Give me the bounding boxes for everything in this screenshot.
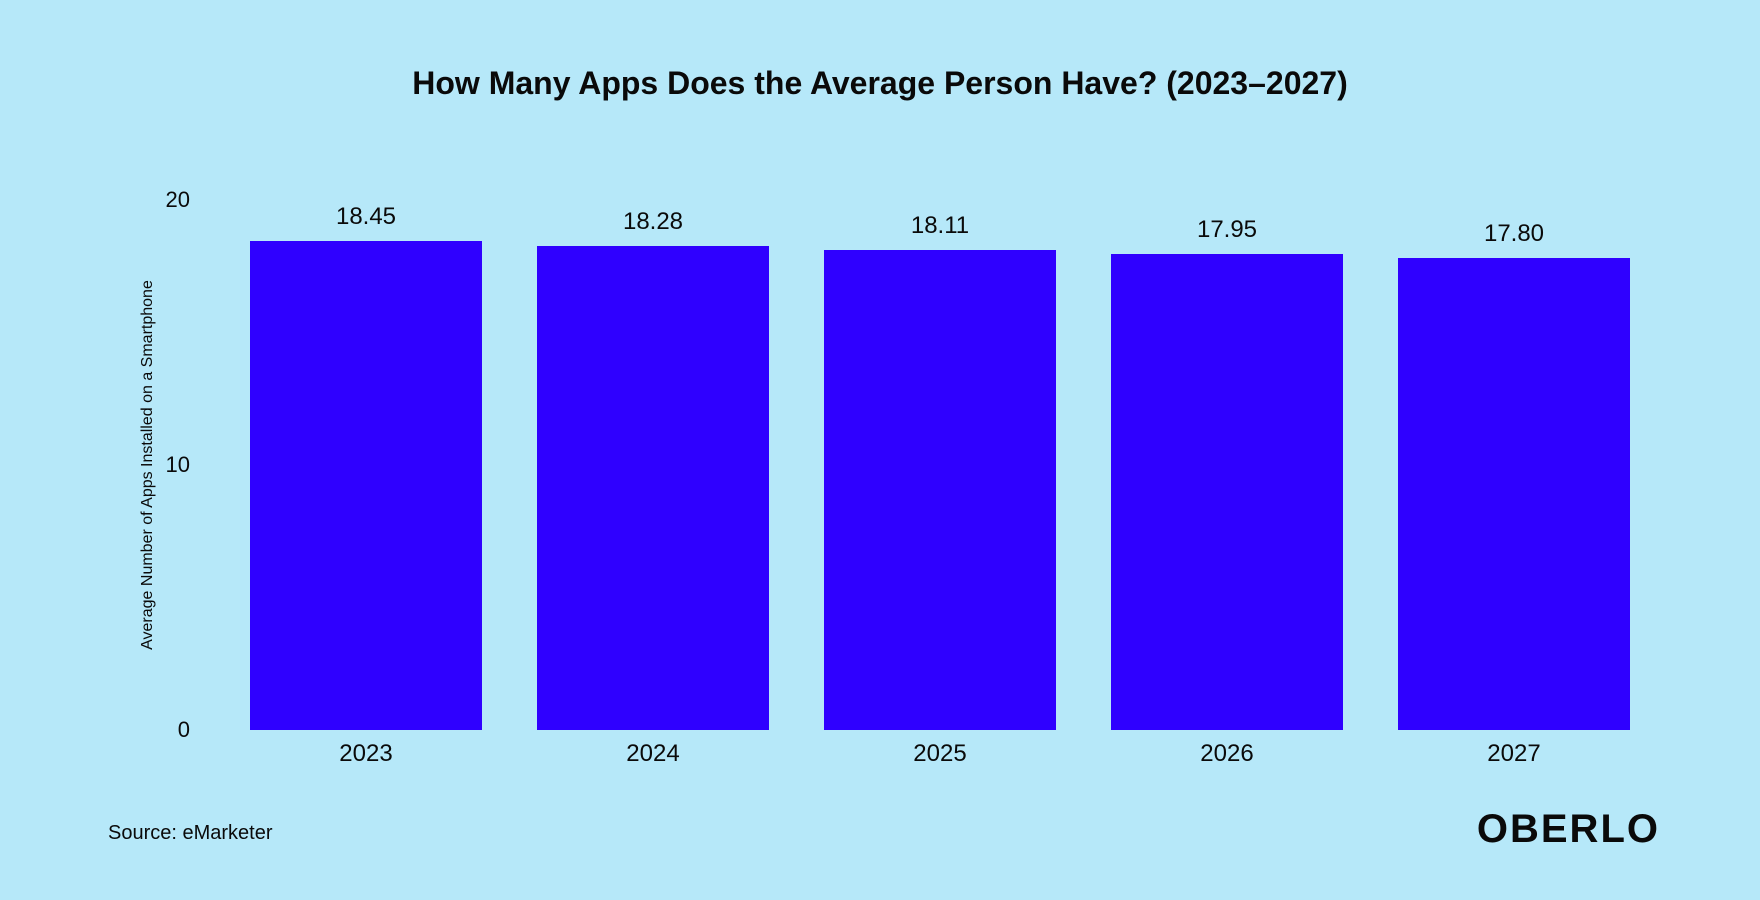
bar-group: 18.11 — [824, 212, 1056, 730]
bar-value-label: 18.28 — [623, 208, 683, 236]
bar-value-label: 18.45 — [336, 203, 396, 231]
x-axis-label: 2026 — [1111, 740, 1343, 768]
y-tick-10: 10 — [166, 452, 190, 478]
x-axis-label: 2023 — [250, 740, 482, 768]
chart-container: How Many Apps Does the Average Person Ha… — [0, 0, 1760, 900]
plot-area: 18.45 18.28 18.11 17.95 17.80 — [250, 200, 1630, 730]
bar — [824, 250, 1056, 730]
x-axis-labels: 2023 2024 2025 2026 2027 — [250, 740, 1630, 768]
bar-group: 17.80 — [1398, 220, 1630, 730]
bar-value-label: 17.95 — [1197, 216, 1257, 244]
bar — [1398, 258, 1630, 730]
bar-group: 18.28 — [537, 208, 769, 730]
bar-value-label: 18.11 — [911, 212, 969, 240]
x-axis-label: 2025 — [824, 740, 1056, 768]
y-tick-0: 0 — [178, 717, 190, 743]
chart-title: How Many Apps Does the Average Person Ha… — [0, 65, 1760, 102]
bar-group: 17.95 — [1111, 216, 1343, 730]
source-text: Source: eMarketer — [108, 822, 273, 845]
bars: 18.45 18.28 18.11 17.95 17.80 — [250, 200, 1630, 730]
bar — [250, 241, 482, 730]
bar — [537, 246, 769, 730]
y-tick-20: 20 — [166, 187, 190, 213]
x-axis-label: 2027 — [1398, 740, 1630, 768]
bar — [1111, 254, 1343, 730]
bar-group: 18.45 — [250, 203, 482, 730]
y-axis-label: Average Number of Apps Installed on a Sm… — [139, 280, 157, 650]
logo-oberlo: OBERLO — [1477, 807, 1660, 852]
x-axis-label: 2024 — [537, 740, 769, 768]
bar-value-label: 17.80 — [1484, 220, 1544, 248]
